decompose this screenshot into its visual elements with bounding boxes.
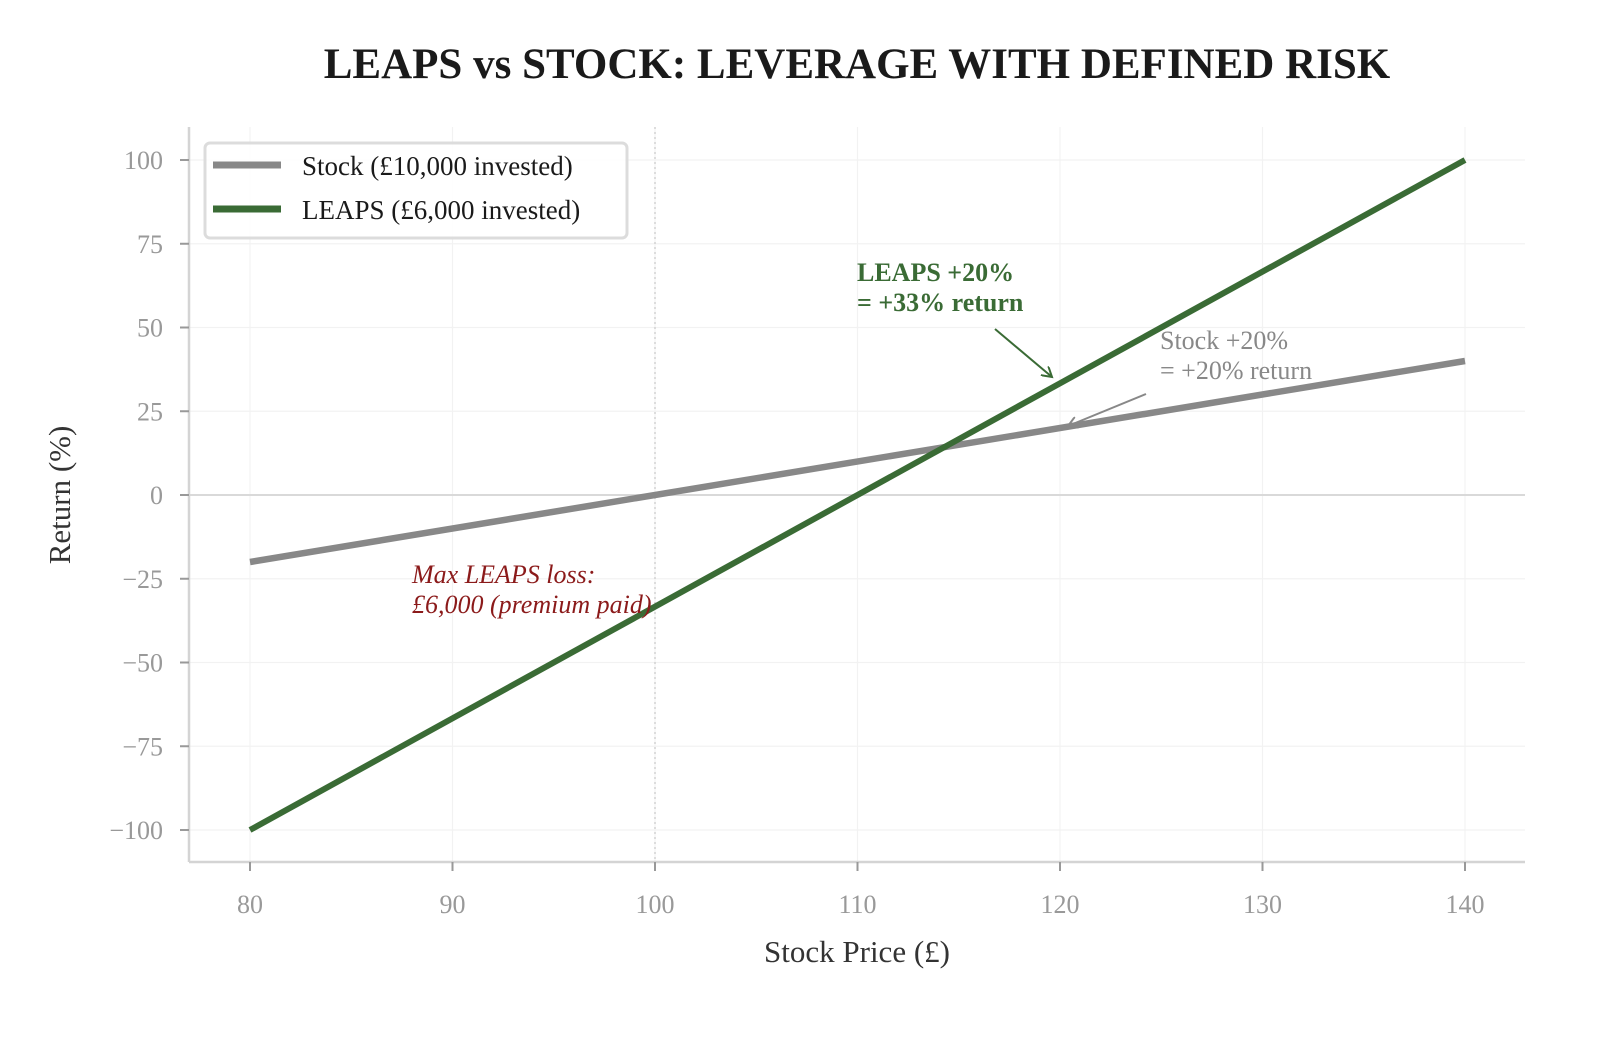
y-tick-label: −75 [122, 732, 163, 761]
y-tick-label: −25 [122, 565, 163, 594]
x-tick-label: 130 [1243, 890, 1282, 919]
axes: 80 90 100 110 120 130 140 −100 −75 −50 −25 0 25 50 75 1… [109, 127, 1525, 919]
y-tick-label: 50 [137, 314, 163, 343]
y-tick-label: −100 [109, 816, 163, 845]
chart-title: LEAPS vs STOCK: LEVERAGE WITH DEFINED RI… [324, 41, 1391, 88]
y-tick-label: −50 [122, 649, 163, 678]
legend-label: LEAPS (£6,000 invested) [302, 195, 580, 225]
series-line-leaps [248, 157, 1467, 833]
annotation-max-loss-line: Max LEAPS loss: [411, 560, 595, 589]
series-lines [248, 157, 1467, 833]
y-tick-label: 0 [150, 481, 163, 510]
legend: Stock (£10,000 invested) LEAPS (£6,000 in… [203, 141, 629, 240]
y-axis-label: Return (%) [42, 426, 77, 565]
x-tick-label: 100 [636, 890, 675, 919]
y-tick-label: 100 [124, 146, 163, 175]
annotation-max-loss-line: £6,000 (premium paid) [412, 590, 652, 619]
x-tick-label: 120 [1041, 890, 1080, 919]
annotation-leaps-line: LEAPS +20% [857, 258, 1014, 287]
annotation-arrow-leaps [994, 328, 1052, 377]
x-tick-label: 140 [1446, 890, 1485, 919]
y-tick-label: 75 [137, 230, 163, 259]
x-axis-label: Stock Price (£) [764, 934, 950, 969]
annotations: LEAPS +20%= +33% return Stock +20%= +20% … [411, 258, 1312, 619]
annotation-leaps-line: = +33% return [857, 288, 1024, 317]
x-tick-label: 110 [838, 890, 876, 919]
y-tick-label: 25 [137, 397, 163, 426]
x-tick-label: 80 [237, 890, 263, 919]
series-line-stock [249, 357, 1466, 566]
legend-label: Stock (£10,000 invested) [302, 151, 573, 181]
legend-box [203, 141, 629, 240]
x-tick-label: 90 [440, 890, 466, 919]
annotation-stock-line: Stock +20% [1160, 326, 1288, 355]
annotation-arrow-stock [1068, 393, 1147, 426]
annotation-stock-line: = +20% return [1160, 356, 1312, 385]
